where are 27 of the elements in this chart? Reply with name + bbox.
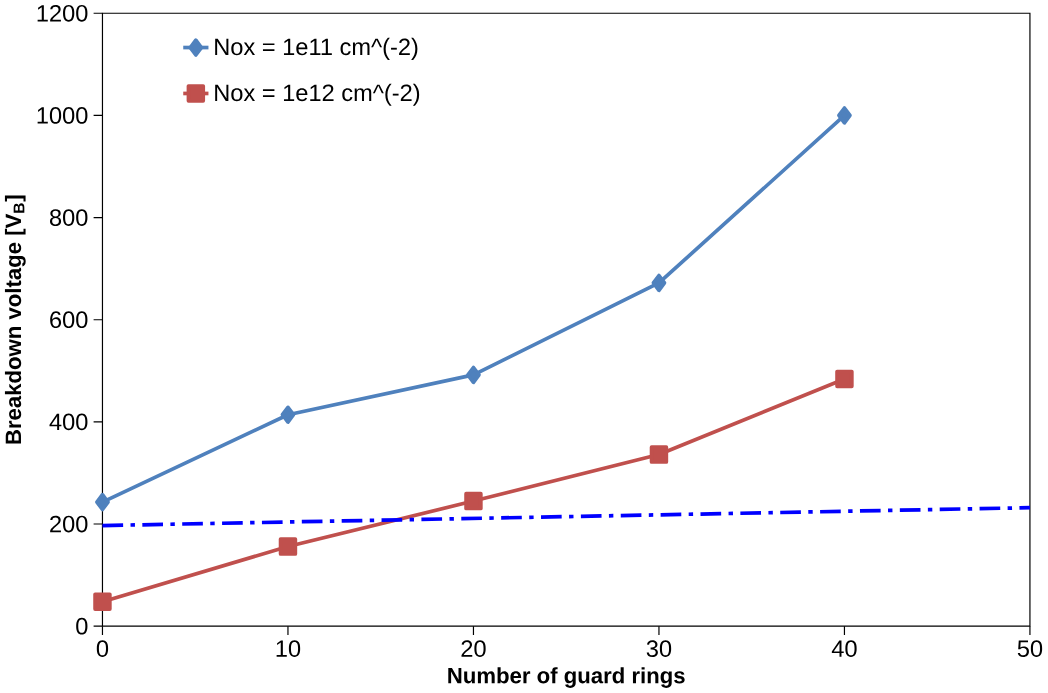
- x-tick-label: 40: [831, 640, 857, 658]
- point: [837, 106, 852, 125]
- legend-label: Nox = 1e12 cm^(-2): [215, 83, 420, 106]
- y-axis-title: Breakdown voltage [V$_{B}$]: [4, 195, 26, 444]
- point: [835, 369, 854, 389]
- legend-label: Nox = 1e11 cm^(-2): [215, 37, 418, 60]
- point: [651, 273, 667, 293]
- point: [280, 405, 296, 425]
- x-tick-label: 50: [1017, 640, 1043, 658]
- x-tick-label: 10: [276, 640, 301, 658]
- y-tick-label: 1000: [37, 107, 88, 124]
- y-tick-label: 800: [49, 209, 88, 227]
- y-tick-label: 200: [50, 515, 88, 533]
- point: [95, 492, 110, 512]
- x-tick-label: 20: [461, 640, 486, 658]
- point: [278, 537, 298, 556]
- x-tick-label: 30: [646, 640, 672, 658]
- y-tick-label: 0: [76, 617, 88, 635]
- point: [466, 365, 481, 385]
- point: [93, 592, 112, 611]
- y-tick-label: 600: [50, 311, 88, 329]
- y-tick-label: 1200: [37, 5, 88, 22]
- point: [649, 445, 669, 464]
- x-axis-title: Number of guard rings: [448, 667, 685, 688]
- point: [464, 491, 483, 511]
- y-tick-label: 400: [49, 413, 88, 431]
- x-tick-label: 0: [96, 640, 109, 658]
